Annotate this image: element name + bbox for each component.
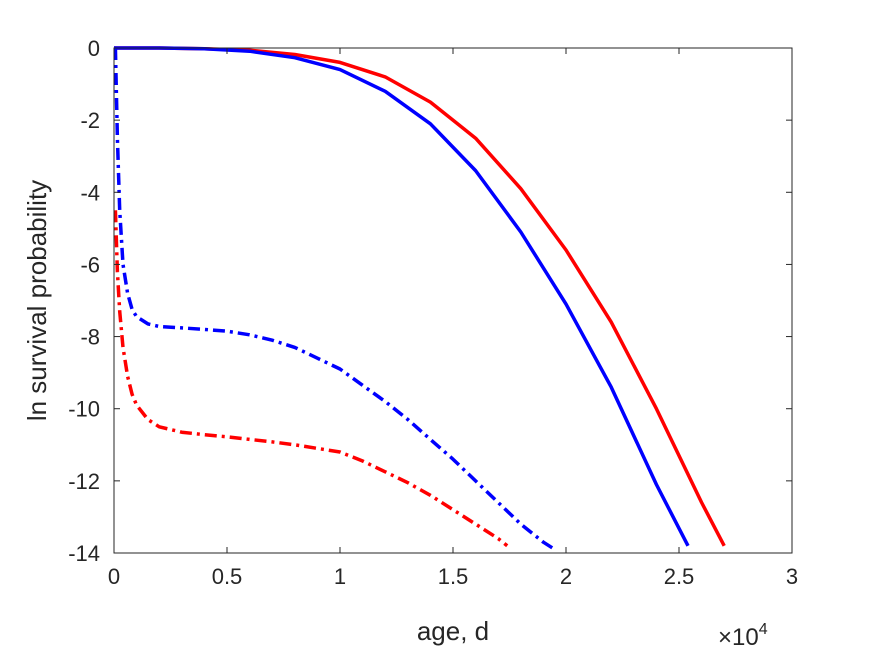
x-tick-label: 2 xyxy=(560,564,572,589)
y-tick-label: 0 xyxy=(88,36,100,61)
y-tick-label: -8 xyxy=(80,325,100,350)
series-line-2 xyxy=(113,47,556,551)
x-exponent-power: 4 xyxy=(759,621,768,638)
series-line-3 xyxy=(113,210,509,548)
ticks-layer: 0 0.5 1 1.5 2 2.5 3 0 -2 -4 -6 -8 -10 -12 -14 xyxy=(68,36,798,589)
x-tick-label: 1 xyxy=(334,564,346,589)
x-axis-label: age, d xyxy=(417,616,489,646)
y-axis-label: ln survival probability xyxy=(22,180,52,421)
x-exponent-base: ×10 xyxy=(718,624,759,651)
series-layer xyxy=(113,46,726,551)
y-tick-label: -2 xyxy=(80,108,100,133)
series-line-1 xyxy=(114,46,690,547)
x-tick-label: 3 xyxy=(786,564,798,589)
y-tick-label: -10 xyxy=(68,397,100,422)
x-tick-label: 1.5 xyxy=(438,564,469,589)
x-exponent-label: ×104 xyxy=(718,621,768,651)
y-tick-label: -12 xyxy=(68,469,100,494)
x-tick-label: 2.5 xyxy=(664,564,695,589)
x-tick-label: 0.5 xyxy=(212,564,243,589)
y-tick-label: -14 xyxy=(68,541,100,566)
y-tick-label: -6 xyxy=(80,252,100,277)
y-tick-label: -4 xyxy=(80,180,100,205)
series-line-0 xyxy=(114,46,726,547)
x-tick-label: 0 xyxy=(108,564,120,589)
